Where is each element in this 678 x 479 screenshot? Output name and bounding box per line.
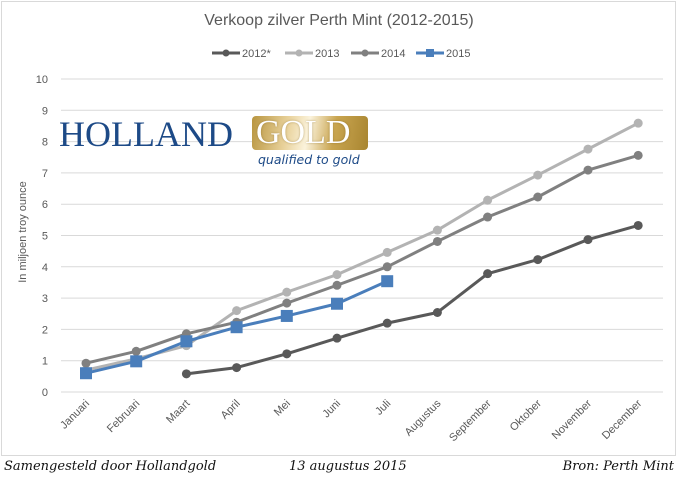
x-tick-label: November xyxy=(550,397,595,442)
x-tick-label: Februari xyxy=(105,398,142,435)
data-point xyxy=(280,309,293,322)
legend-label: 2014 xyxy=(381,48,405,60)
x-tick-label: Juli xyxy=(373,398,393,418)
data-point xyxy=(381,275,394,288)
data-point xyxy=(230,321,243,334)
logo-holland-word: HOLLAND xyxy=(59,114,233,154)
data-point xyxy=(382,247,392,257)
data-point xyxy=(80,367,92,380)
x-tick-label: Maart xyxy=(164,398,192,426)
y-tick-label: 5 xyxy=(42,231,48,243)
series-2014 xyxy=(81,150,643,368)
legend-item: 2012* xyxy=(212,48,271,60)
y-tick-label: 2 xyxy=(42,324,48,336)
data-point xyxy=(533,192,543,202)
data-point xyxy=(181,369,191,379)
data-point xyxy=(232,363,242,373)
footer-compiled-by: Samengesteld door Hollandgold xyxy=(4,459,217,474)
legend-item: 2014 xyxy=(351,48,405,60)
data-point xyxy=(331,297,343,310)
data-point xyxy=(332,270,342,280)
legend-marker xyxy=(426,49,434,57)
legend-label: 2013 xyxy=(315,48,339,60)
series-line xyxy=(85,153,639,365)
y-tick-label: 3 xyxy=(42,293,48,305)
legend-item: 2015 xyxy=(416,48,470,60)
y-tick-label: 10 xyxy=(36,74,48,86)
series-2013 xyxy=(81,118,643,375)
data-point xyxy=(633,118,643,128)
data-point xyxy=(533,170,543,180)
logo-tagline: qualified to gold xyxy=(258,152,360,167)
x-tick-label: Januari xyxy=(58,398,92,432)
logo-holland-text: HOLLAND xyxy=(59,116,247,152)
series-2012 xyxy=(181,220,643,379)
y-axis-label: In miljoen troy ounce xyxy=(17,181,29,283)
data-point xyxy=(130,355,143,368)
data-point xyxy=(332,333,342,343)
legend-label: 2012* xyxy=(242,48,271,60)
legend-item: 2013 xyxy=(285,48,339,60)
y-tick-label: 8 xyxy=(42,137,48,149)
x-tick-label: April xyxy=(219,398,243,422)
data-point xyxy=(282,298,292,308)
data-point xyxy=(180,335,193,348)
footer-date: 13 augustus 2015 xyxy=(289,459,407,474)
y-tick-label: 6 xyxy=(42,199,48,211)
legend-marker xyxy=(361,49,369,57)
x-tick-label: Mei xyxy=(272,398,293,419)
chart-frame xyxy=(1,1,676,456)
data-point xyxy=(583,144,593,154)
data-point xyxy=(533,255,543,265)
data-point xyxy=(332,280,342,290)
data-point xyxy=(432,225,442,235)
data-point xyxy=(633,220,643,230)
legend-label: 2015 xyxy=(446,48,470,60)
data-point xyxy=(432,236,442,246)
y-axis-ticks: 0 1 2 3 4 5 6 7 8 9 10 xyxy=(36,74,48,399)
y-tick-label: 7 xyxy=(42,168,48,180)
series-2015 xyxy=(80,275,394,380)
x-tick-label: Augustus xyxy=(403,397,444,438)
data-point xyxy=(583,165,593,175)
series-line xyxy=(186,224,639,376)
data-point xyxy=(633,150,643,160)
x-tick-label: Juni xyxy=(320,398,343,421)
data-point xyxy=(382,262,392,272)
data-point xyxy=(583,235,593,245)
logo-gold-badge: GOLD xyxy=(252,116,368,150)
y-tick-label: 9 xyxy=(42,105,48,117)
y-tick-label: 4 xyxy=(42,262,48,274)
data-point xyxy=(483,269,493,279)
x-tick-label: Oktober xyxy=(508,397,544,433)
data-point xyxy=(232,306,242,316)
x-axis-ticks: Januari Februari Maart April Mei Juni Juli Augu… xyxy=(58,397,644,444)
data-point xyxy=(282,287,292,297)
data-point xyxy=(81,358,91,368)
x-tick-label: September xyxy=(447,397,494,444)
footer-source: Bron: Perth Mint xyxy=(562,459,674,474)
legend-marker xyxy=(295,49,303,57)
legend: 2012* 2013 2014 2015 xyxy=(212,48,470,60)
data-point xyxy=(432,307,442,317)
x-tick-label: December xyxy=(600,397,645,442)
logo-gold-text: GOLD xyxy=(256,114,351,151)
y-tick-label: 0 xyxy=(42,387,48,399)
series-group xyxy=(80,118,643,380)
chart-title: Verkoop zilver Perth Mint (2012-2015) xyxy=(204,12,473,29)
y-tick-label: 1 xyxy=(42,356,48,368)
data-point xyxy=(483,212,493,222)
series-line xyxy=(85,121,639,372)
data-point xyxy=(382,318,392,328)
data-point xyxy=(483,195,493,205)
data-point xyxy=(282,349,292,359)
legend-marker xyxy=(222,49,230,57)
data-point xyxy=(131,346,141,356)
